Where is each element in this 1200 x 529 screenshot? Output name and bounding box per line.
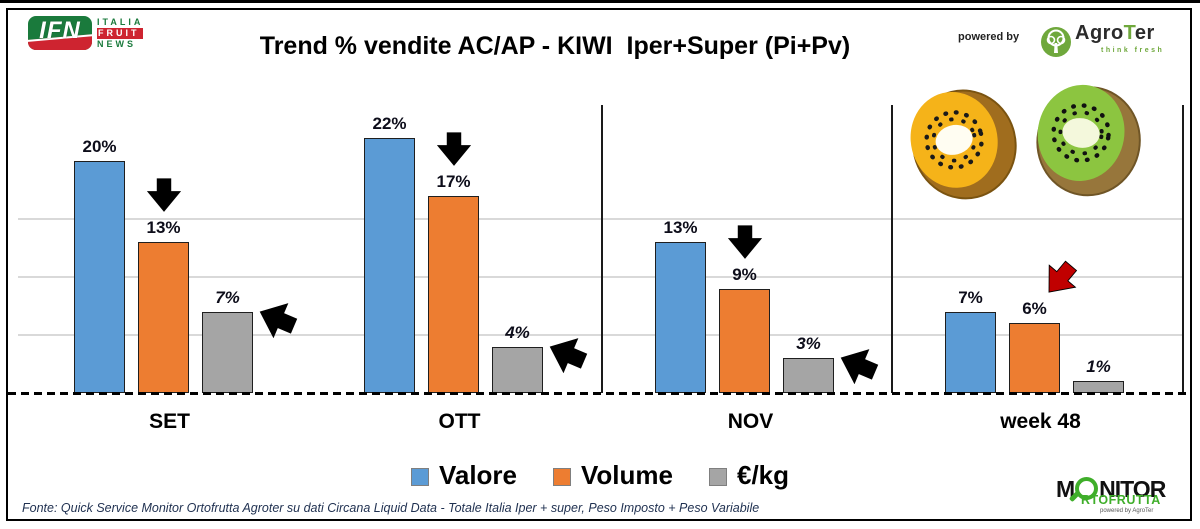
bar-Volume-OTT xyxy=(428,196,479,393)
value-label: 22% xyxy=(372,114,407,133)
legend-swatch xyxy=(410,467,429,486)
gold-kiwi-icon xyxy=(910,89,1017,200)
left-arrow-icon xyxy=(839,346,879,386)
section-divider xyxy=(1182,105,1184,393)
category-label: SET xyxy=(149,410,190,433)
monitor-nitor: NITOR xyxy=(1099,475,1166,502)
ifn-word-news: NEWS xyxy=(97,39,136,49)
left-arrow-icon xyxy=(258,300,298,340)
agroter-name-t: T xyxy=(1123,22,1135,44)
ifn-logo: IFN ITALIA FRUIT NEWS xyxy=(28,16,178,52)
bar-Volume-NOV xyxy=(719,289,770,393)
value-label: 13% xyxy=(663,218,698,237)
ifn-logo-words: ITALIA FRUIT NEWS xyxy=(97,16,144,50)
down-arrow-icon xyxy=(727,225,768,265)
legend-swatch xyxy=(709,467,727,486)
source-note: Fonte: Quick Service Monitor Ortofrutta … xyxy=(22,501,760,515)
agroter-logo: AgroTer think fresh xyxy=(1040,22,1165,60)
value-label: 6% xyxy=(1022,299,1047,318)
section-divider xyxy=(601,105,603,393)
ortofrutta-wordmark: RTOFRUTTA xyxy=(1081,493,1161,507)
legend-item-Valore: Valore xyxy=(410,460,518,491)
green-kiwi-icon xyxy=(1036,84,1141,197)
value-label: 20% xyxy=(82,137,117,156)
down-left-arrow-icon xyxy=(1042,260,1082,301)
value-label: 1% xyxy=(1086,357,1111,376)
ifn-word-fruit: FRUIT xyxy=(97,28,144,39)
ifn-word-italia: ITALIA xyxy=(97,17,144,27)
bar-Volume-SET xyxy=(138,242,189,393)
gridline xyxy=(18,334,1182,336)
top-rule xyxy=(0,0,1200,3)
ifn-logo-icon: IFN xyxy=(28,16,92,50)
chart-legend: Valore Volume €/kg xyxy=(0,460,1200,491)
bar-€/kg-NOV xyxy=(783,358,834,393)
chart-title: Trend % vendite AC/AP - KIWI Iper+Super … xyxy=(259,32,851,60)
bar-€/kg-OTT xyxy=(492,347,543,393)
section-divider xyxy=(891,105,893,393)
left-arrow-icon xyxy=(548,335,588,375)
category-label: NOV xyxy=(727,410,774,433)
value-label: 7% xyxy=(215,288,240,307)
axis-baseline xyxy=(8,392,1192,395)
monitor-m: M xyxy=(1056,475,1075,502)
monitor-ortofrutta-logo: M NITOR RTOFRUTTA powered by AgroTer xyxy=(1056,477,1188,515)
legend-label: €/kg xyxy=(737,460,790,490)
bar-Valore-OTT xyxy=(364,138,415,393)
legend-label: Volume xyxy=(581,460,673,490)
category-label: week 48 xyxy=(1000,410,1081,433)
gridline xyxy=(18,218,1182,220)
bar-€/kg-SET xyxy=(202,312,253,393)
agroter-name-agro: Agro xyxy=(1075,22,1124,44)
bar-Volume-week 48 xyxy=(1009,323,1060,393)
gridline xyxy=(18,276,1182,278)
bar-Valore-SET xyxy=(74,161,125,393)
bar-Valore-NOV xyxy=(655,242,706,393)
ifn-logo-abbr: IFN xyxy=(39,17,81,44)
magnifier-icon xyxy=(1069,477,1099,503)
monitor-tagline: powered by AgroTer xyxy=(1100,508,1154,514)
agroter-name-er: er xyxy=(1134,22,1155,44)
value-label: 9% xyxy=(732,265,757,284)
bar-Valore-week 48 xyxy=(945,312,996,393)
down-arrow-icon xyxy=(146,178,187,218)
legend-item-Volume: Volume xyxy=(553,460,673,491)
legend-swatch xyxy=(553,467,572,486)
value-label: 17% xyxy=(436,172,471,191)
legend-item-€/kg: €/kg xyxy=(709,460,789,491)
agroter-tagline: think fresh xyxy=(1101,47,1165,54)
legend-label: Valore xyxy=(438,460,518,490)
agroter-tree-icon xyxy=(1041,27,1071,57)
value-label: 7% xyxy=(958,288,983,307)
value-label: 4% xyxy=(505,323,530,342)
category-label: OTT xyxy=(438,410,481,433)
down-arrow-icon xyxy=(436,132,477,172)
value-label: 13% xyxy=(146,218,181,237)
agroter-wordmark: AgroTer think fresh xyxy=(1075,22,1165,60)
value-label: 3% xyxy=(796,334,821,353)
powered-by-label: powered by xyxy=(958,31,1020,43)
monitor-wordmark: M NITOR xyxy=(1056,475,1188,503)
